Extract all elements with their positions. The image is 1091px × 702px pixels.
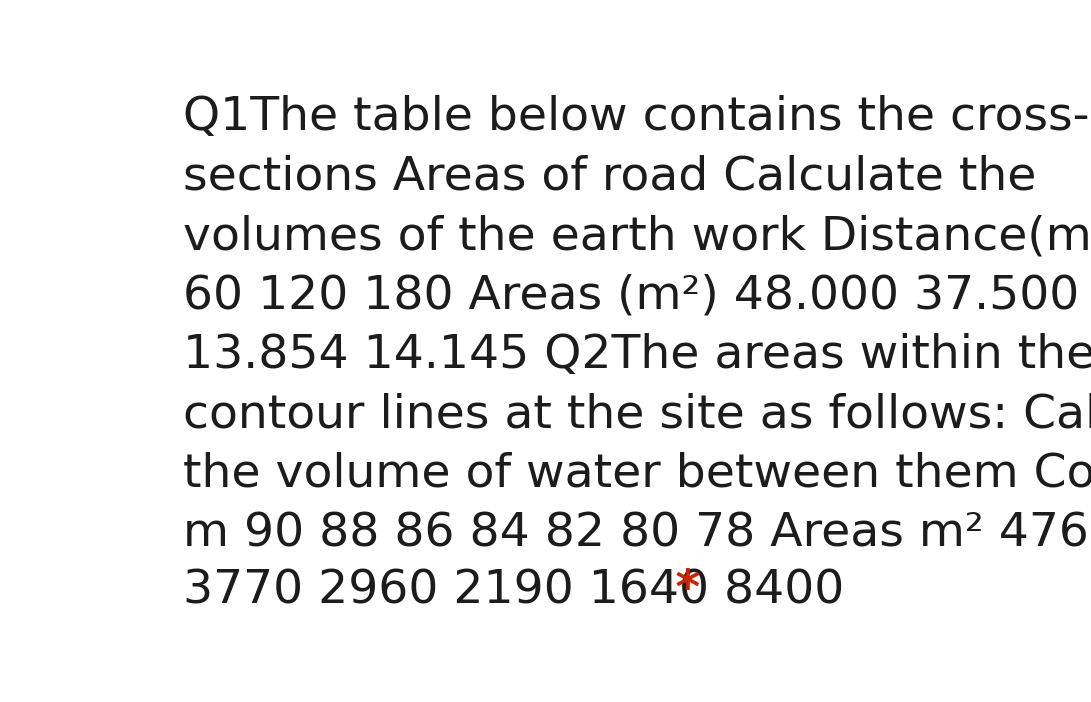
- Text: 13.854 14.145 Q2The areas within the: 13.854 14.145 Q2The areas within the: [183, 333, 1091, 378]
- Text: contour lines at the site as follows: Calculate: contour lines at the site as follows: Ca…: [183, 392, 1091, 437]
- Text: *: *: [659, 568, 700, 613]
- Text: Q1The table below contains the cross-: Q1The table below contains the cross-: [183, 95, 1090, 140]
- Text: the volume of water between them Contour: the volume of water between them Contour: [183, 452, 1091, 497]
- Text: volumes of the earth work Distance(m) 0 30: volumes of the earth work Distance(m) 0 …: [183, 214, 1091, 259]
- Text: 60 120 180 Areas (m²) 48.000 37.500 25.345: 60 120 180 Areas (m²) 48.000 37.500 25.3…: [183, 274, 1091, 319]
- Text: sections Areas of road Calculate the: sections Areas of road Calculate the: [183, 154, 1036, 199]
- Text: 3770 2960 2190 1640 8400: 3770 2960 2190 1640 8400: [183, 568, 844, 613]
- Text: m 90 88 86 84 82 80 78 Areas m² 4760 4310: m 90 88 86 84 82 80 78 Areas m² 4760 431…: [183, 511, 1091, 557]
